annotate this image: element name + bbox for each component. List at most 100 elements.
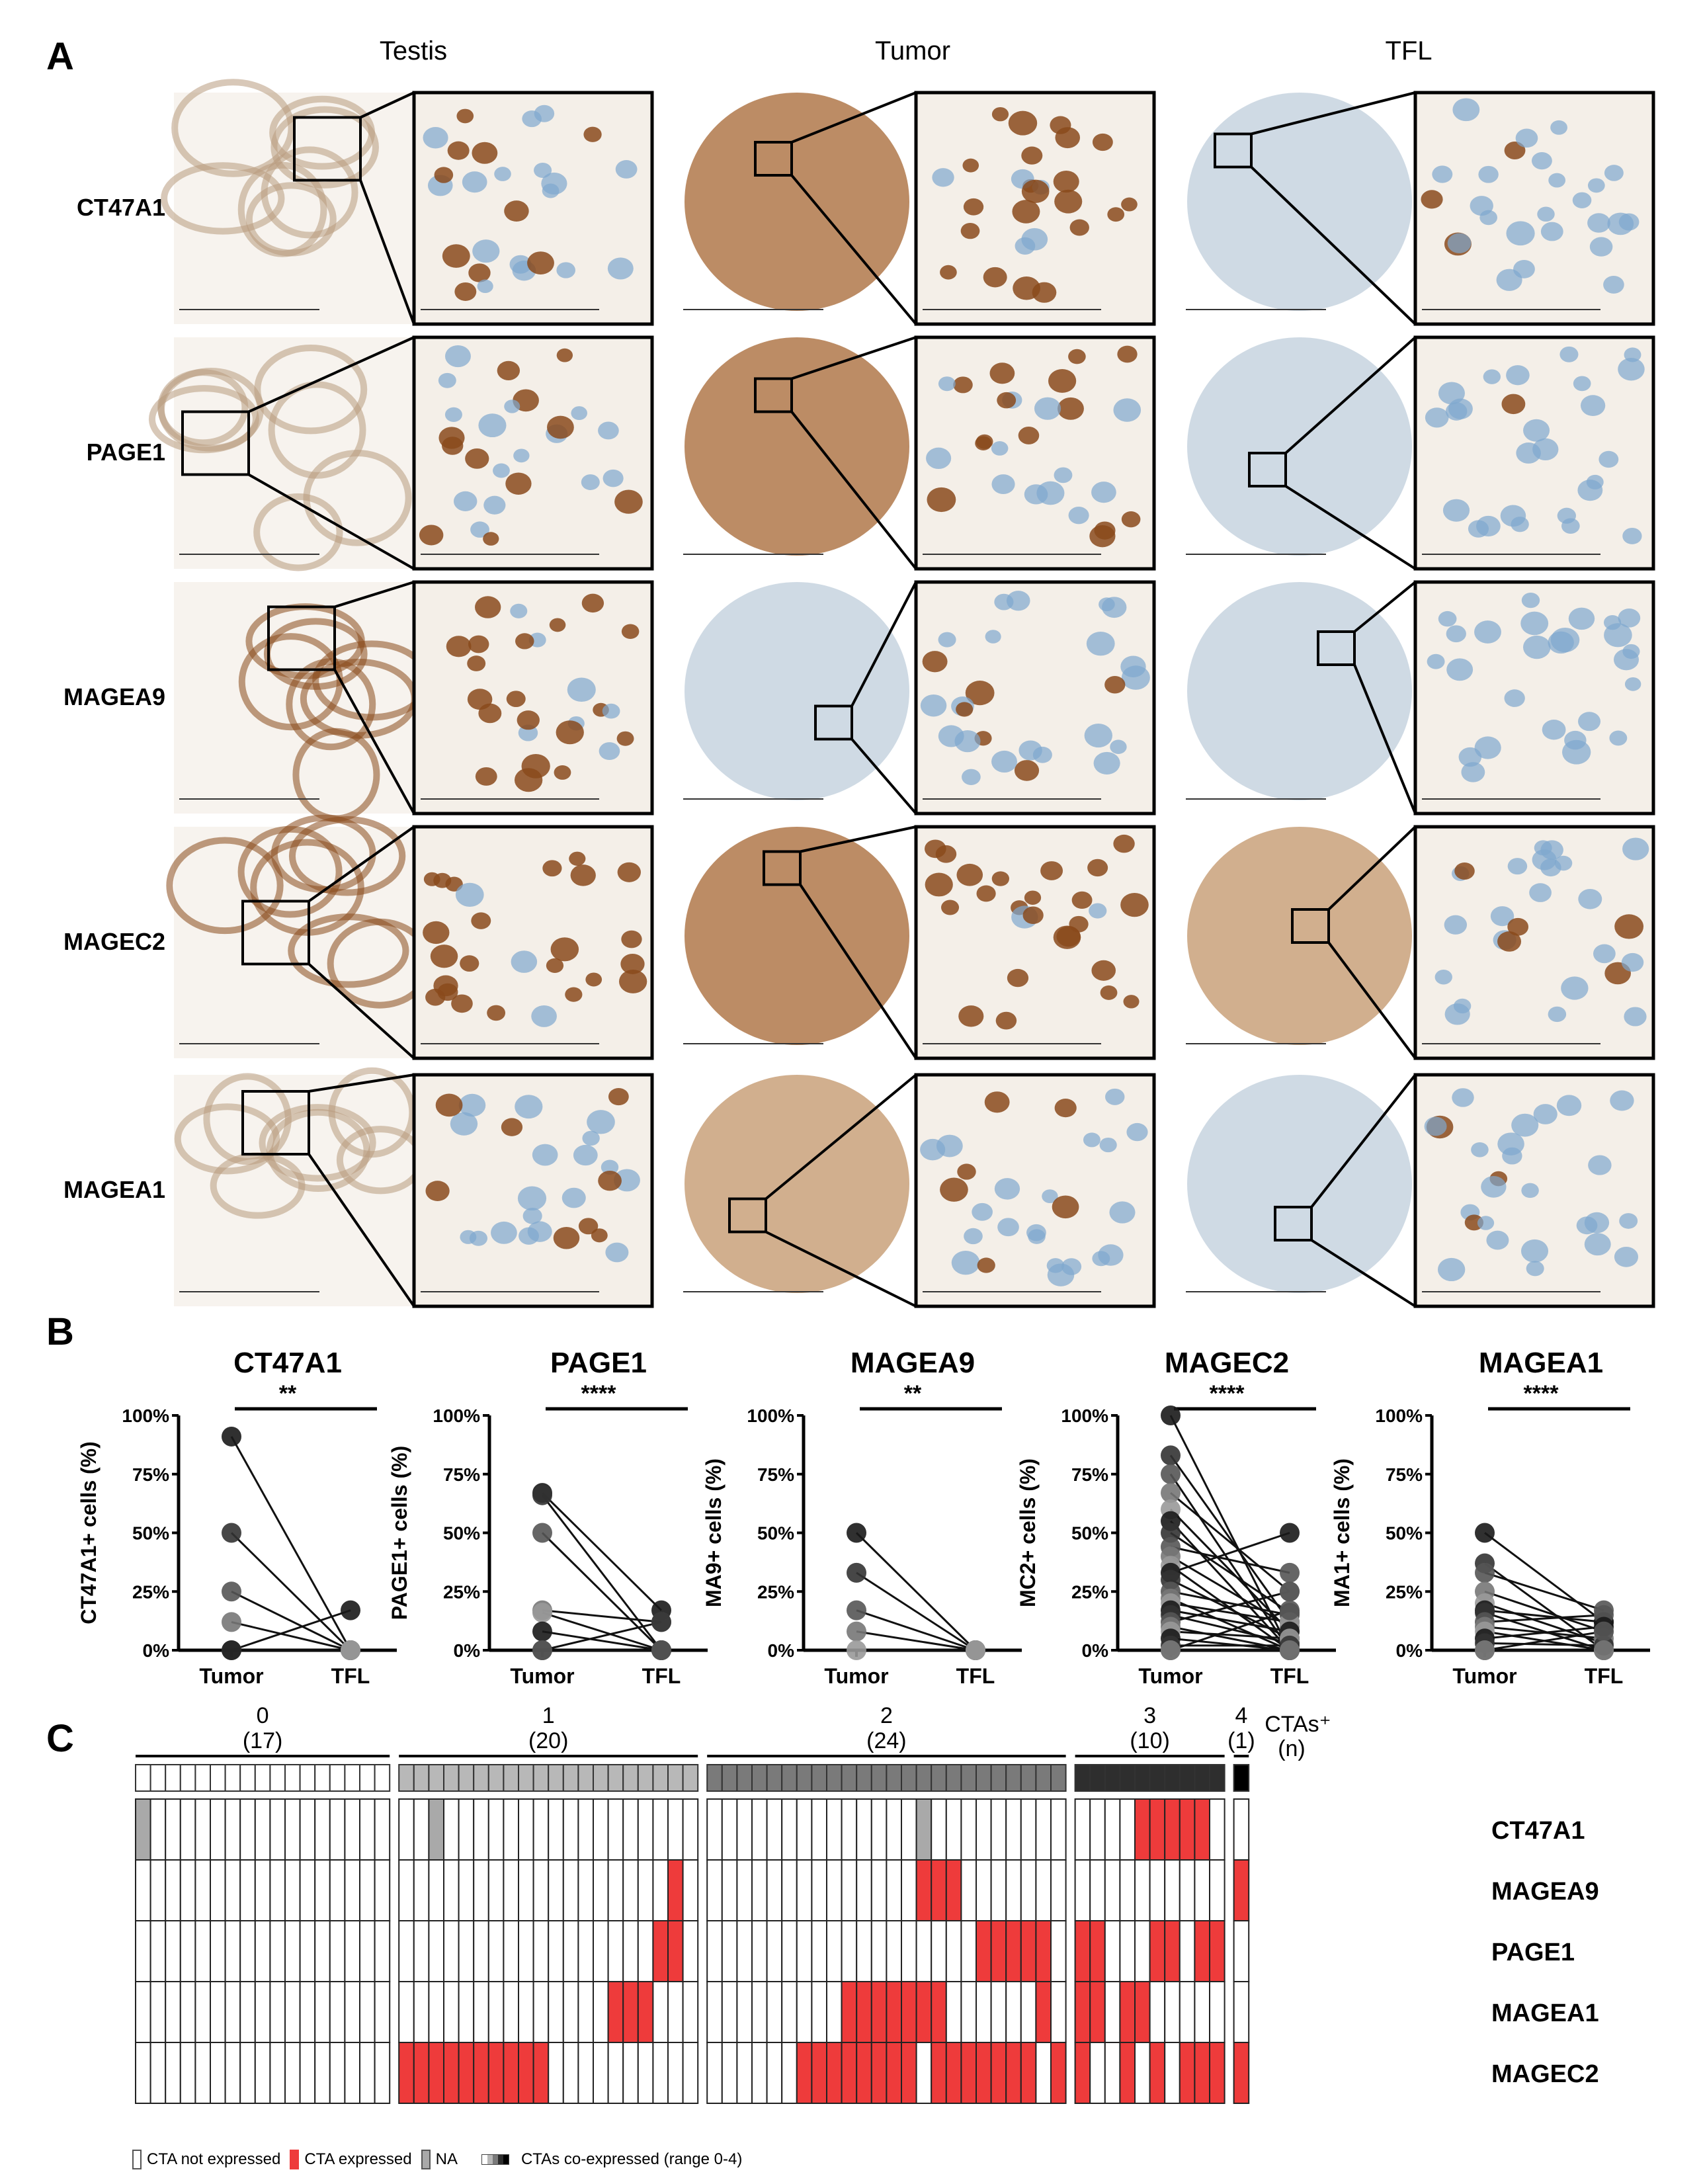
tfl-point [1280, 1562, 1300, 1583]
pair-line [542, 1611, 662, 1652]
x-tick-label: Tumor [199, 1664, 263, 1688]
y-tick-label: 100% [747, 1406, 794, 1426]
pair-line [1170, 1532, 1290, 1614]
tumor-point [532, 1523, 552, 1543]
tfl-point [1280, 1581, 1300, 1602]
pair-line [1170, 1546, 1290, 1574]
significance-label: ** [279, 1381, 297, 1406]
tumor-point [532, 1485, 552, 1505]
row-label-magec2: MAGEC2 [63, 928, 165, 955]
pair-line [1170, 1564, 1290, 1652]
pair-line [1170, 1614, 1290, 1644]
legend-expressed-label: CTA expressed [304, 2150, 412, 2168]
y-tick-label: 100% [1061, 1406, 1108, 1426]
y-tick-label: 25% [132, 1581, 169, 1602]
pair-line [855, 1532, 977, 1652]
y-tick-label: 25% [443, 1581, 480, 1602]
tfl-point [1280, 1523, 1300, 1543]
pair-line [541, 1494, 663, 1651]
y-tick-label: 50% [443, 1523, 480, 1544]
y-tick-label: 50% [1071, 1523, 1108, 1544]
pair-line [1484, 1590, 1604, 1633]
pair-line [1170, 1609, 1290, 1633]
heatmap-legend: CTA not expressed CTA expressed NA CTAs … [132, 2150, 742, 2169]
y-tick-label: 75% [1386, 1464, 1423, 1485]
tfl-point [341, 1640, 360, 1660]
tfl-point [1594, 1621, 1614, 1642]
y-tick-label: 75% [757, 1464, 794, 1485]
pair-line [1170, 1590, 1290, 1617]
chart-title: MAGEA1 [1479, 1347, 1603, 1379]
tumor-point [532, 1621, 552, 1642]
pair-line [1484, 1532, 1604, 1623]
legend-expressed-swatch [290, 2150, 300, 2169]
tumor-point [1161, 1464, 1181, 1484]
tumor-point [1161, 1523, 1181, 1543]
pair-line [1170, 1491, 1290, 1593]
tumor-point [532, 1603, 552, 1623]
pair-line [542, 1630, 662, 1652]
legend-not-expressed-swatch [132, 2150, 142, 2169]
pair-line [541, 1492, 663, 1611]
tumor-point [847, 1600, 866, 1620]
pair-line [1170, 1555, 1290, 1628]
panel-c-label: C [46, 1717, 74, 1760]
tfl-point [651, 1640, 671, 1660]
pair-line [1484, 1609, 1604, 1623]
legend-na-label: NA [435, 2150, 458, 2168]
tumor-point [222, 1612, 241, 1632]
pair-line [856, 1609, 976, 1652]
tumor-point [1161, 1406, 1181, 1425]
y-tick-label: 0% [1396, 1640, 1423, 1661]
tumor-point [847, 1621, 866, 1642]
chart-title: PAGE1 [550, 1347, 647, 1379]
pair-line [1484, 1630, 1604, 1652]
y-tick-label: 100% [1375, 1406, 1423, 1426]
significance-label: **** [1524, 1381, 1559, 1406]
pair-line [1170, 1602, 1290, 1623]
tumor-point [222, 1523, 241, 1543]
y-tick-label: 0% [768, 1640, 795, 1661]
x-tick-label: Tumor [510, 1664, 574, 1688]
legend-gradient-swatch [481, 2154, 509, 2165]
tumor-point [847, 1523, 866, 1543]
legend-coexpressed-label: CTAs co-expressed (range 0-4) [520, 2150, 743, 2168]
y-tick-label: 0% [1082, 1640, 1109, 1661]
tumor-point [222, 1426, 241, 1447]
pair-line [542, 1620, 662, 1652]
pair-line [1484, 1642, 1604, 1647]
pair-line [1169, 1415, 1291, 1651]
y-tick-label: 75% [1071, 1464, 1108, 1485]
tumor-point [532, 1640, 552, 1660]
legend-na-swatch [421, 2150, 431, 2169]
x-tick-label: TFL [1585, 1664, 1624, 1688]
pair-line [541, 1532, 663, 1652]
y-tick-label: 25% [1386, 1581, 1423, 1602]
y-tick-label: 75% [443, 1464, 480, 1485]
panel-b-label: B [46, 1310, 74, 1353]
pair-line [1170, 1590, 1290, 1623]
x-tick-label: Tumor [824, 1664, 888, 1688]
pair-line [1484, 1614, 1604, 1623]
tumor-point [1161, 1640, 1181, 1660]
pair-line [231, 1590, 351, 1652]
pair-line [230, 1436, 352, 1651]
pair-line [1169, 1473, 1291, 1651]
row-label-magea1: MAGEA1 [63, 1176, 165, 1203]
y-tick-label: 75% [132, 1464, 169, 1485]
pair-line [542, 1609, 662, 1623]
tumor-point [222, 1640, 241, 1660]
tumor-point [1475, 1562, 1495, 1583]
y-tick-label: 50% [132, 1523, 169, 1544]
y-tick-label: 0% [143, 1640, 170, 1661]
y-tick-label: 50% [1386, 1523, 1423, 1544]
significance-label: ** [904, 1381, 922, 1406]
pair-line [1484, 1572, 1604, 1612]
pair-line [230, 1532, 352, 1652]
pair-line [1170, 1637, 1290, 1652]
pair-line [1169, 1454, 1291, 1623]
tumor-point [1475, 1523, 1495, 1543]
pair-line [856, 1630, 976, 1652]
y-tick-label: 50% [757, 1523, 794, 1544]
